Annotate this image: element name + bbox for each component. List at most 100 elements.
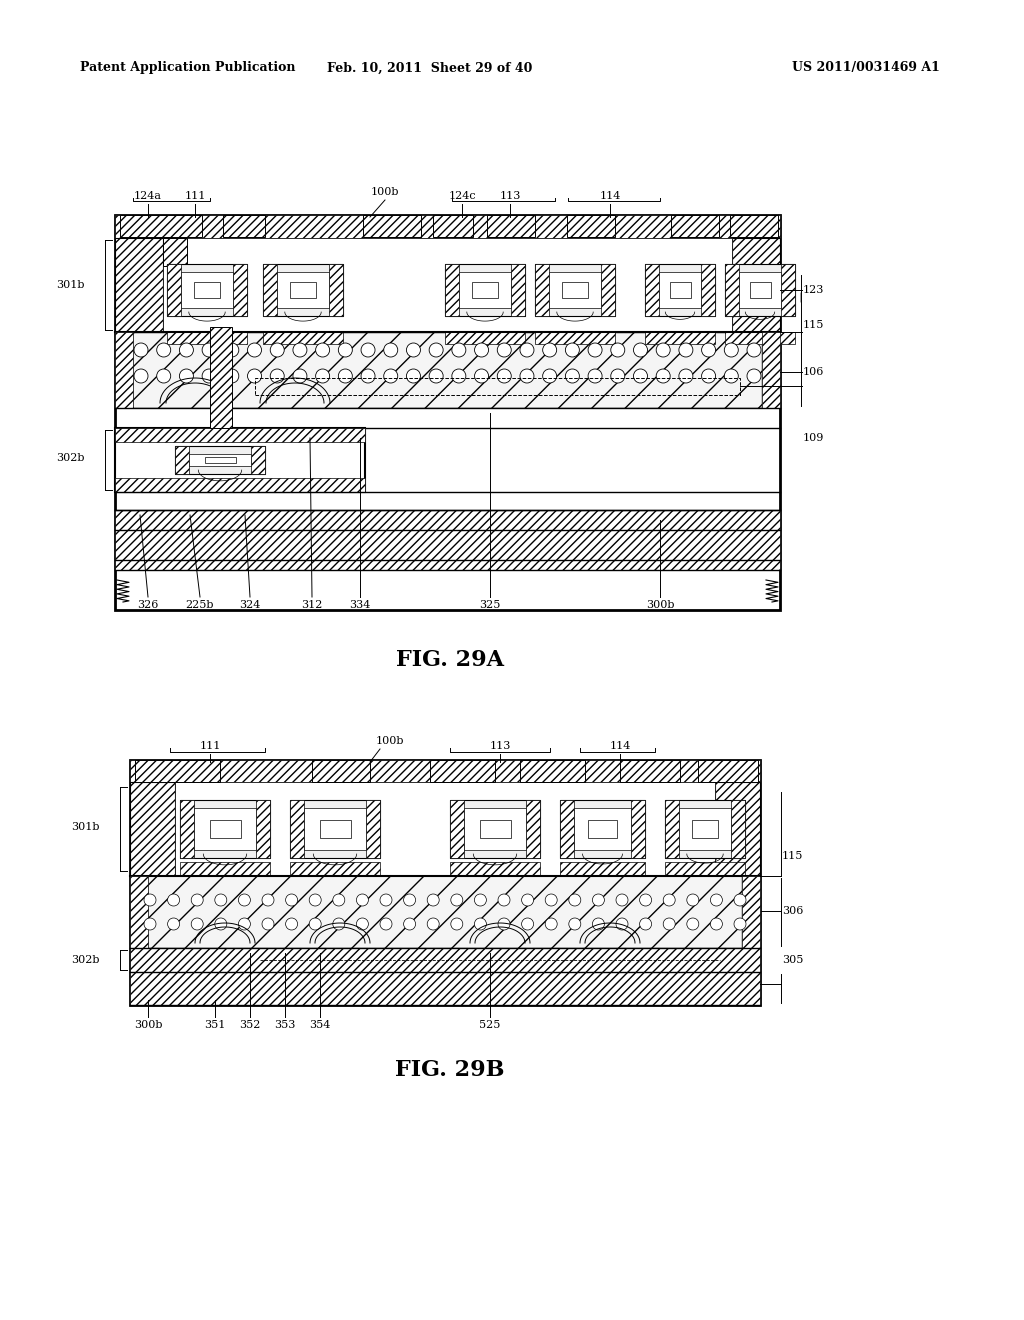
Bar	[120, 215, 202, 238]
Circle shape	[168, 917, 179, 931]
Circle shape	[403, 894, 416, 906]
Circle shape	[262, 894, 274, 906]
Circle shape	[315, 343, 330, 356]
Circle shape	[610, 370, 625, 383]
Circle shape	[179, 343, 194, 356]
Circle shape	[664, 894, 675, 906]
Bar	[312, 760, 370, 781]
Circle shape	[498, 370, 511, 383]
Bar	[560, 862, 645, 876]
Bar	[715, 781, 760, 876]
Circle shape	[407, 370, 421, 383]
Bar	[223, 215, 265, 238]
Text: 123: 123	[803, 285, 824, 294]
Bar	[115, 333, 133, 408]
Circle shape	[134, 370, 148, 383]
Bar	[433, 215, 473, 238]
Bar	[329, 264, 343, 315]
Bar	[175, 781, 715, 876]
Circle shape	[474, 370, 488, 383]
Circle shape	[616, 917, 628, 931]
Bar	[511, 264, 525, 315]
Bar	[115, 510, 780, 570]
Circle shape	[679, 370, 693, 383]
Bar	[479, 820, 511, 838]
Circle shape	[225, 370, 239, 383]
Bar	[659, 272, 701, 308]
Bar	[163, 238, 187, 267]
Text: 301b: 301b	[56, 280, 85, 290]
Bar	[445, 264, 525, 315]
Bar	[180, 800, 194, 858]
Circle shape	[286, 917, 298, 931]
Text: 302b: 302b	[72, 954, 100, 965]
Bar	[130, 760, 760, 781]
Bar	[445, 333, 525, 345]
Circle shape	[687, 917, 698, 931]
Circle shape	[498, 343, 511, 356]
Bar	[189, 454, 251, 466]
Bar	[739, 272, 781, 308]
Bar	[304, 808, 366, 850]
Circle shape	[333, 917, 345, 931]
Text: 353: 353	[274, 1020, 296, 1030]
Circle shape	[270, 343, 285, 356]
Bar	[750, 282, 770, 298]
Text: 124c: 124c	[449, 191, 476, 201]
Circle shape	[701, 370, 716, 383]
Circle shape	[452, 370, 466, 383]
Text: 115: 115	[782, 851, 804, 861]
Text: 124a: 124a	[134, 191, 162, 201]
Bar	[175, 446, 189, 474]
Bar	[562, 282, 588, 298]
Circle shape	[338, 343, 352, 356]
Text: 225b: 225b	[185, 601, 214, 610]
Bar	[535, 333, 615, 345]
Text: 325: 325	[479, 601, 501, 610]
Circle shape	[452, 343, 466, 356]
Bar	[210, 820, 241, 838]
Bar	[601, 264, 615, 315]
Text: 111: 111	[200, 741, 221, 751]
Circle shape	[734, 917, 746, 931]
Bar	[450, 800, 540, 858]
Bar	[665, 800, 679, 858]
Bar	[535, 264, 615, 315]
Text: 300b: 300b	[646, 601, 674, 610]
Circle shape	[545, 917, 557, 931]
Bar	[130, 972, 760, 1005]
Bar	[233, 264, 247, 315]
Bar	[319, 820, 350, 838]
Bar	[210, 327, 232, 428]
Bar	[692, 820, 718, 838]
Text: 324: 324	[240, 601, 261, 610]
Text: FIG. 29B: FIG. 29B	[395, 1059, 505, 1081]
Circle shape	[498, 894, 510, 906]
Bar	[665, 862, 745, 876]
Bar	[620, 760, 680, 781]
Bar	[115, 478, 365, 492]
Circle shape	[746, 343, 761, 356]
Circle shape	[565, 370, 580, 383]
Bar	[251, 446, 265, 474]
Circle shape	[593, 894, 604, 906]
Circle shape	[679, 343, 693, 356]
Circle shape	[724, 343, 738, 356]
Bar	[290, 800, 380, 858]
Circle shape	[451, 917, 463, 931]
Circle shape	[293, 370, 307, 383]
Bar	[290, 282, 316, 298]
Circle shape	[701, 343, 716, 356]
Bar	[725, 333, 795, 345]
Bar	[181, 272, 233, 308]
Text: FIG. 29A: FIG. 29A	[396, 649, 504, 671]
Bar	[725, 264, 795, 315]
Text: 114: 114	[599, 191, 621, 201]
Circle shape	[568, 894, 581, 906]
Circle shape	[687, 894, 698, 906]
Circle shape	[356, 917, 369, 931]
Bar	[130, 781, 175, 876]
Bar	[645, 264, 715, 315]
Text: 114: 114	[609, 741, 631, 751]
Bar	[133, 333, 762, 408]
